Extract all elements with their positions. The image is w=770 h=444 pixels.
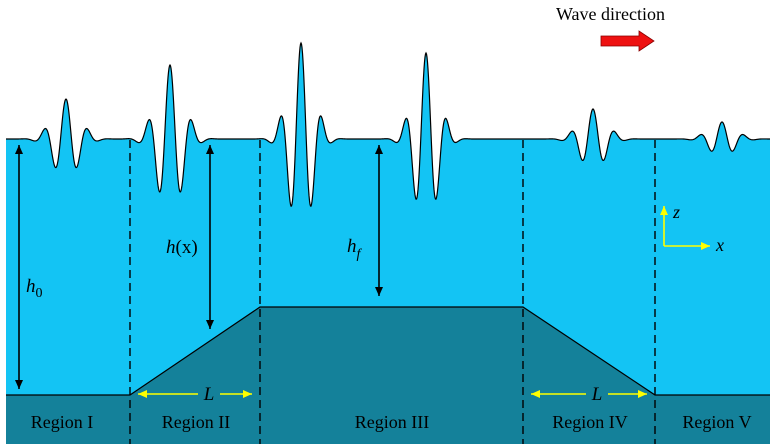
depth-label-h0: h0 bbox=[26, 276, 43, 301]
depth-label-hf: hf bbox=[347, 236, 363, 262]
z-axis-label: z bbox=[672, 202, 680, 222]
wave-direction-label: Wave direction bbox=[556, 4, 665, 24]
region-label-1: Region I bbox=[31, 412, 94, 432]
region-label-5: Region V bbox=[682, 412, 751, 432]
slope-length-label-left: L bbox=[203, 384, 215, 405]
free-surface-wave-profile bbox=[6, 41, 770, 207]
x-axis-label: x bbox=[715, 235, 724, 255]
region-label-2: Region II bbox=[162, 412, 230, 432]
region-label-3: Region III bbox=[355, 412, 429, 432]
slope-length-label-right: L bbox=[591, 384, 603, 405]
depth-label-hx: h(x) bbox=[166, 237, 198, 258]
region-label-4: Region IV bbox=[552, 412, 628, 432]
wave-direction-arrow bbox=[600, 30, 655, 52]
seabed-profile-line bbox=[6, 306, 770, 396]
seabed-bathymetry bbox=[6, 307, 770, 444]
